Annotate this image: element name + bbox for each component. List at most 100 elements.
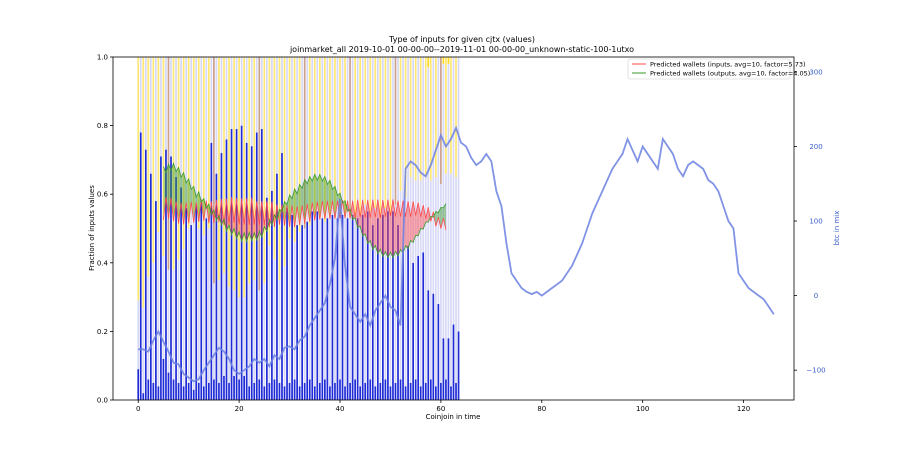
bar-fresh: [137, 369, 140, 400]
bar-fresh: [291, 214, 293, 400]
prediction-band-segment: [181, 172, 184, 225]
bar-remix: [354, 218, 356, 380]
bar-remix: [160, 57, 162, 157]
bar-fresh: [190, 225, 193, 400]
bar-remix: [167, 269, 170, 373]
bar-fresh: [240, 125, 243, 400]
bar-fresh: [419, 386, 422, 400]
bar-fresh: [238, 379, 240, 400]
bar-fresh: [417, 255, 420, 400]
bar-remix: [419, 180, 422, 387]
bar-fresh: [278, 382, 281, 400]
bar-other: [303, 57, 306, 229]
bar-fresh: [218, 382, 220, 400]
bar-fresh: [331, 214, 334, 400]
bar-other: [379, 57, 382, 219]
bar-fresh: [376, 218, 379, 400]
bar-remix: [404, 197, 407, 387]
bar-fresh: [273, 379, 276, 400]
bar-other: [187, 57, 190, 229]
bar-remix: [144, 57, 147, 150]
prediction-band-segment: [168, 164, 172, 219]
bar-remix: [271, 57, 273, 191]
prediction-band-segment: [165, 164, 169, 219]
bar-remix: [165, 57, 167, 150]
prediction-band-segment: [410, 201, 414, 243]
btc-line-layer: [138, 125, 775, 383]
bar-other: [197, 57, 200, 229]
bar-fresh: [157, 386, 160, 400]
bar-remix: [215, 57, 218, 174]
bar-fresh: [165, 149, 167, 400]
bar-remix: [286, 57, 288, 208]
x-tick-label: 20: [235, 405, 244, 413]
bar-fresh: [394, 382, 397, 400]
bar-other: [334, 57, 336, 212]
y-tick-label: 0.8: [97, 122, 108, 130]
bar-fresh: [286, 207, 288, 400]
bar-fresh: [346, 218, 349, 400]
bar-remix: [205, 57, 208, 219]
bar-other: [429, 57, 432, 181]
prediction-band-segment: [415, 202, 419, 236]
prediction-band-segment: [234, 197, 237, 239]
bar-remix: [152, 262, 155, 383]
bar-other: [248, 57, 251, 284]
bar-remix: [238, 297, 240, 380]
bar-remix: [376, 57, 379, 219]
bar-fresh: [326, 218, 329, 400]
bar-fresh: [253, 382, 256, 400]
bar-other: [157, 57, 160, 232]
bar-fresh: [440, 382, 442, 400]
bar-other: [374, 57, 377, 208]
prediction-band-segment: [365, 199, 368, 244]
prediction-band-segment: [297, 184, 300, 226]
bar-remix: [349, 211, 351, 383]
chart-subtitle: joinmarket_all 2019-10-01 00-00-00--2019…: [289, 45, 634, 54]
bar-remix: [356, 57, 359, 219]
bar-remix: [402, 57, 404, 250]
bar-other: [434, 57, 437, 178]
bar-fresh: [233, 375, 235, 400]
bar-fresh: [447, 338, 450, 400]
prediction-band-segment: [332, 186, 335, 219]
bar-remix: [255, 57, 258, 133]
bar-remix: [147, 276, 150, 380]
bar-remix: [369, 211, 372, 380]
bar-fresh: [195, 204, 198, 400]
bar-fresh: [266, 197, 268, 400]
bar-other: [414, 57, 417, 181]
bar-fresh: [341, 214, 344, 400]
bar-remix: [223, 273, 225, 376]
bar-other: [404, 57, 407, 198]
bar-remix: [339, 214, 341, 380]
bar-fresh: [356, 218, 359, 400]
bar-fresh: [288, 382, 291, 400]
bar-remix: [230, 57, 233, 130]
bar-fresh: [207, 382, 210, 400]
bar-fresh: [414, 379, 417, 400]
bar-remix: [442, 63, 445, 339]
bar-remix: [213, 283, 215, 380]
bar-remix: [311, 57, 314, 212]
bar-other: [142, 57, 145, 308]
prediction-band-segment: [413, 201, 416, 243]
y-tick-label: 1.0: [97, 54, 108, 62]
bar-remix: [329, 214, 331, 387]
bar-fresh: [318, 382, 321, 400]
bar-remix: [450, 173, 452, 387]
legend-inputs-label: Predicted wallets (inputs, avg=10, facto…: [650, 61, 806, 69]
bar-fresh: [445, 379, 447, 400]
bar-remix: [245, 57, 248, 143]
bar-fresh: [311, 211, 314, 400]
btc-in-mix-line: [138, 125, 775, 383]
prediction-band-segment: [317, 174, 320, 220]
prediction-band-segment: [191, 186, 194, 223]
bar-remix: [331, 57, 334, 215]
prediction-band-segment: [329, 180, 333, 219]
bar-fresh: [225, 139, 228, 400]
prediction-band-segment: [183, 172, 187, 225]
bar-remix: [248, 283, 251, 387]
bar-remix: [228, 286, 230, 383]
bar-remix: [359, 214, 362, 387]
